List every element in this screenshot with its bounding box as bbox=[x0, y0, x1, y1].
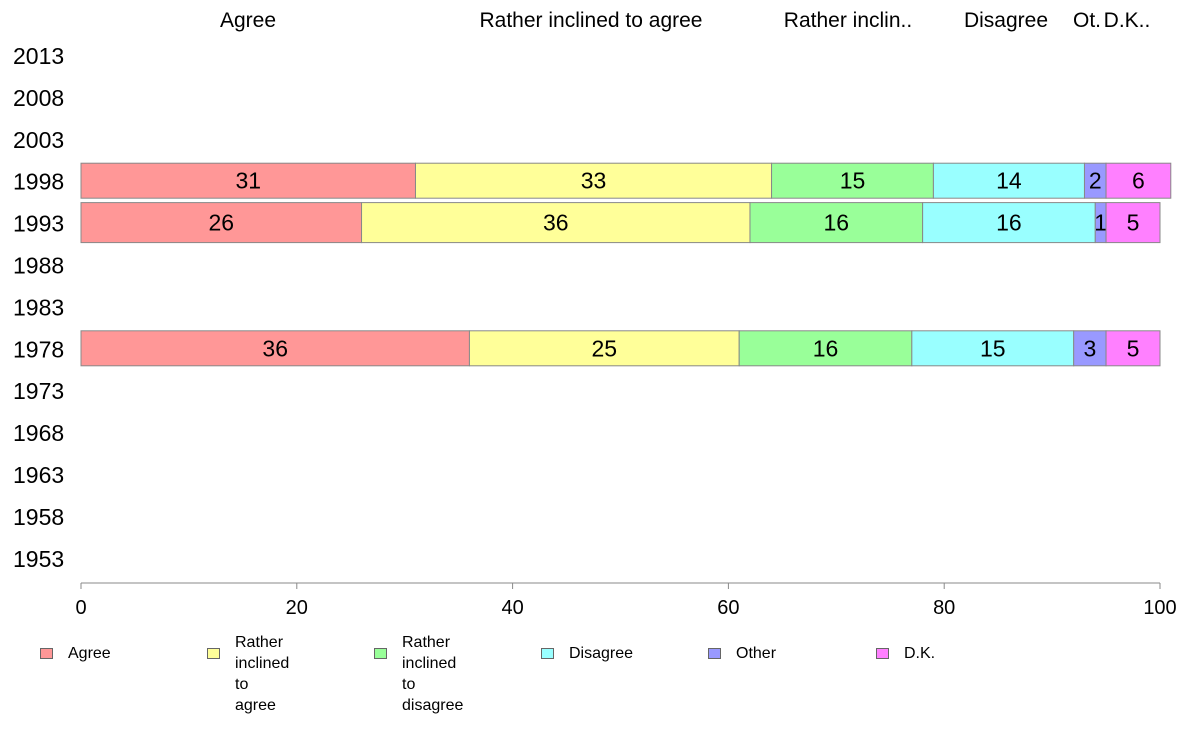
x-tick-label: 20 bbox=[286, 597, 308, 619]
bar-value-label: 31 bbox=[235, 168, 261, 194]
legend-swatch bbox=[708, 648, 721, 659]
bar-segment bbox=[771, 162, 934, 199]
bar-segment bbox=[922, 202, 1096, 244]
y-tick-label: 1973 bbox=[13, 378, 64, 404]
bar-segment bbox=[911, 330, 1075, 367]
bar-value-label: 14 bbox=[996, 168, 1022, 194]
y-axis-labels: 2013 2008 2003 1998 1993 1988 1983 1978 1973 1968… bbox=[13, 43, 64, 572]
legend: Agree Rather inclined to agree Rather incl… bbox=[0, 630, 1188, 714]
bar-segment bbox=[468, 330, 740, 367]
y-tick-label: 2008 bbox=[13, 85, 64, 111]
x-tick-label: 60 bbox=[717, 597, 739, 619]
bar-value-label: 26 bbox=[208, 210, 234, 236]
legend-swatch bbox=[207, 648, 220, 659]
legend-label: Other bbox=[736, 645, 777, 662]
legend-label: Rather inclined to agree bbox=[235, 634, 290, 714]
x-axis: 0 20 40 60 80 100 bbox=[75, 582, 1177, 619]
legend-label: D.K. bbox=[904, 645, 936, 662]
legend-label: Agree bbox=[68, 645, 111, 662]
top-label: Rather inclin.. bbox=[784, 9, 912, 32]
bar-segment bbox=[361, 202, 751, 244]
y-tick-label: 2013 bbox=[13, 43, 64, 69]
bar-value-label: 33 bbox=[581, 168, 607, 194]
top-label: Agree bbox=[220, 9, 276, 32]
legend-swatch bbox=[876, 648, 889, 659]
bar-value-label: 5 bbox=[1127, 210, 1140, 236]
bar-segment bbox=[80, 162, 416, 199]
x-tick-label: 80 bbox=[933, 597, 955, 619]
legend-swatch bbox=[541, 648, 554, 659]
x-tick-label: 40 bbox=[501, 597, 523, 619]
bar-segment bbox=[80, 330, 470, 367]
bar-value-label: 1 bbox=[1094, 210, 1107, 236]
bar-value-label: 16 bbox=[824, 210, 850, 236]
legend-label: Rather inclined to disagree bbox=[402, 634, 464, 714]
y-tick-label: 1983 bbox=[13, 294, 64, 320]
bar-segment bbox=[80, 202, 363, 244]
bar-value-label: 3 bbox=[1083, 335, 1096, 361]
y-tick-label: 1988 bbox=[13, 253, 64, 279]
bars: 31 33 15 14 2 626 36 16 16 1 536 25 16 15 3 5 bbox=[80, 162, 1172, 367]
x-tick-label: 0 bbox=[75, 597, 86, 619]
legend-swatch bbox=[374, 648, 387, 659]
bar-value-label: 16 bbox=[813, 335, 839, 361]
bar-segment bbox=[1105, 162, 1172, 199]
bar-value-label: 16 bbox=[996, 210, 1022, 236]
y-tick-label: 1968 bbox=[13, 420, 64, 446]
y-tick-label: 1998 bbox=[13, 169, 64, 195]
y-tick-label: 1963 bbox=[13, 462, 64, 488]
bar-segment bbox=[414, 162, 773, 199]
top-label: Disagree bbox=[964, 9, 1048, 32]
y-tick-label: 1978 bbox=[13, 336, 64, 362]
y-tick-label: 2003 bbox=[13, 127, 64, 153]
y-tick-label: 1958 bbox=[13, 504, 64, 530]
stacked-bar-chart: Agree Rather inclined to agree Rather incl… bbox=[13, 9, 1177, 619]
bar-value-label: 15 bbox=[840, 168, 866, 194]
legend-label: Disagree bbox=[569, 645, 634, 662]
top-label: D.K.. bbox=[1104, 9, 1151, 32]
bar-value-label: 2 bbox=[1089, 168, 1102, 194]
y-tick-label: 1953 bbox=[13, 546, 64, 572]
top-category-labels: Agree Rather inclined to agree Rather incl… bbox=[220, 9, 1150, 32]
bar-value-label: 5 bbox=[1127, 335, 1140, 361]
bar-value-label: 15 bbox=[980, 335, 1006, 361]
legend-swatch bbox=[40, 648, 53, 659]
bar-value-label: 6 bbox=[1132, 168, 1145, 194]
x-tick-label: 100 bbox=[1143, 597, 1176, 619]
bar-value-label: 25 bbox=[592, 335, 618, 361]
bar-value-label: 36 bbox=[543, 210, 569, 236]
bar-segment bbox=[1105, 202, 1161, 244]
top-label: Ot. bbox=[1073, 9, 1101, 32]
bar-value-label: 36 bbox=[262, 335, 288, 361]
top-label: Rather inclined to agree bbox=[480, 9, 703, 32]
bar-segment bbox=[749, 202, 924, 244]
y-tick-label: 1993 bbox=[13, 211, 64, 237]
bar-segment bbox=[1105, 330, 1161, 367]
